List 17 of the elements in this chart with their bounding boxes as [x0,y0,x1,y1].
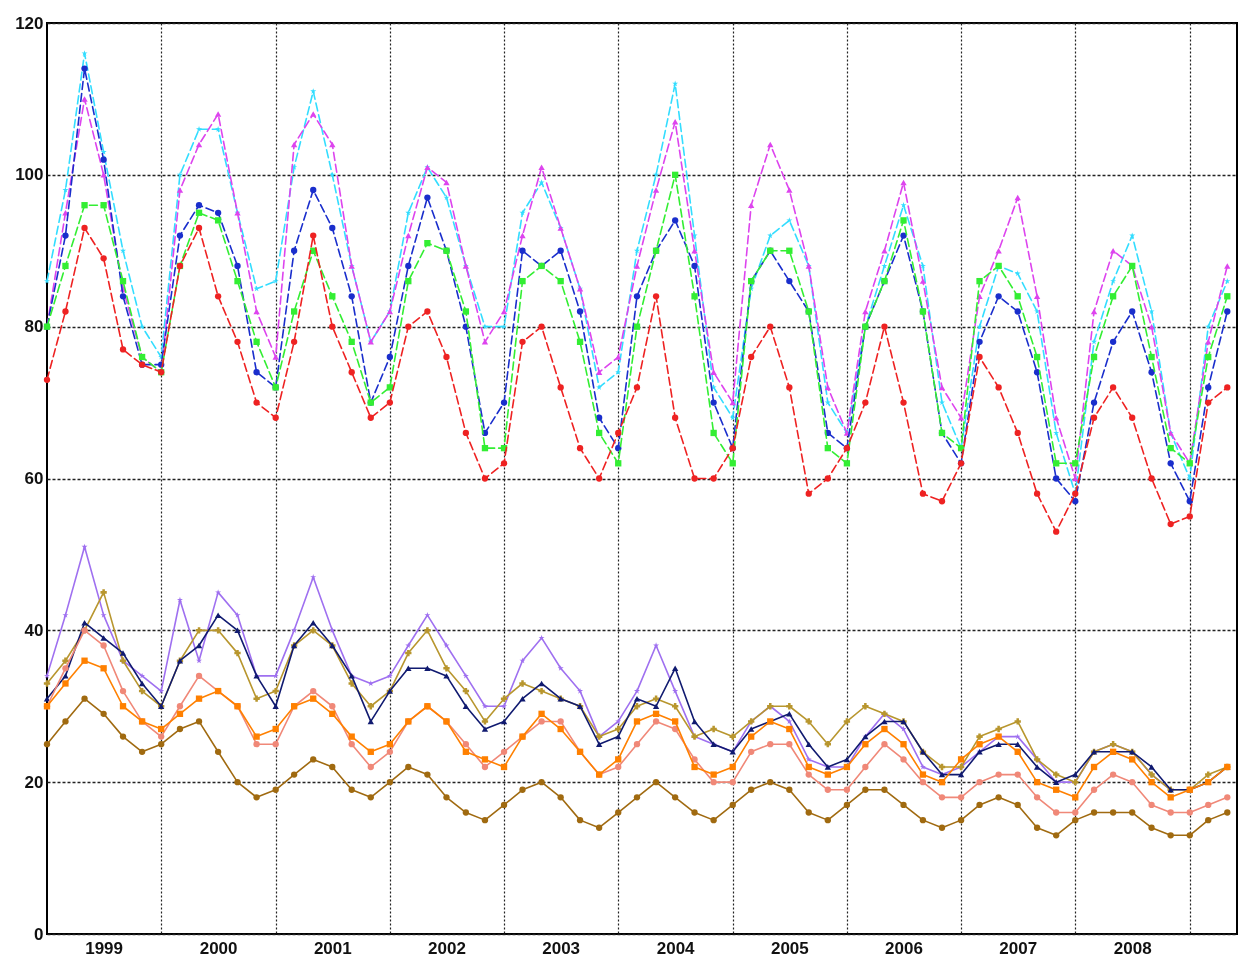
x-tick-label: 2006 [885,938,923,958]
y-tick-label: 20 [24,772,44,792]
y-tick-label: 80 [24,317,44,337]
y-tick-label: 60 [24,469,44,488]
x-tick-label: 2007 [999,938,1038,958]
y-tick-label: 0 [34,924,44,944]
x-tick-label: 1999 [85,938,124,958]
x-tick-label: 2002 [428,938,466,958]
y-tick-label: 120 [15,13,44,33]
x-tick-label: 2000 [199,938,238,958]
x-tick-label: 2005 [770,938,809,958]
x-tick-label: 2001 [313,938,352,958]
x-tick-label: 2003 [542,938,581,958]
x-tick-label: 2008 [1113,938,1152,958]
y-tick-label: 100 [15,165,44,185]
x-tick-label: 2004 [656,938,696,958]
y-tick-label: 40 [24,620,44,640]
